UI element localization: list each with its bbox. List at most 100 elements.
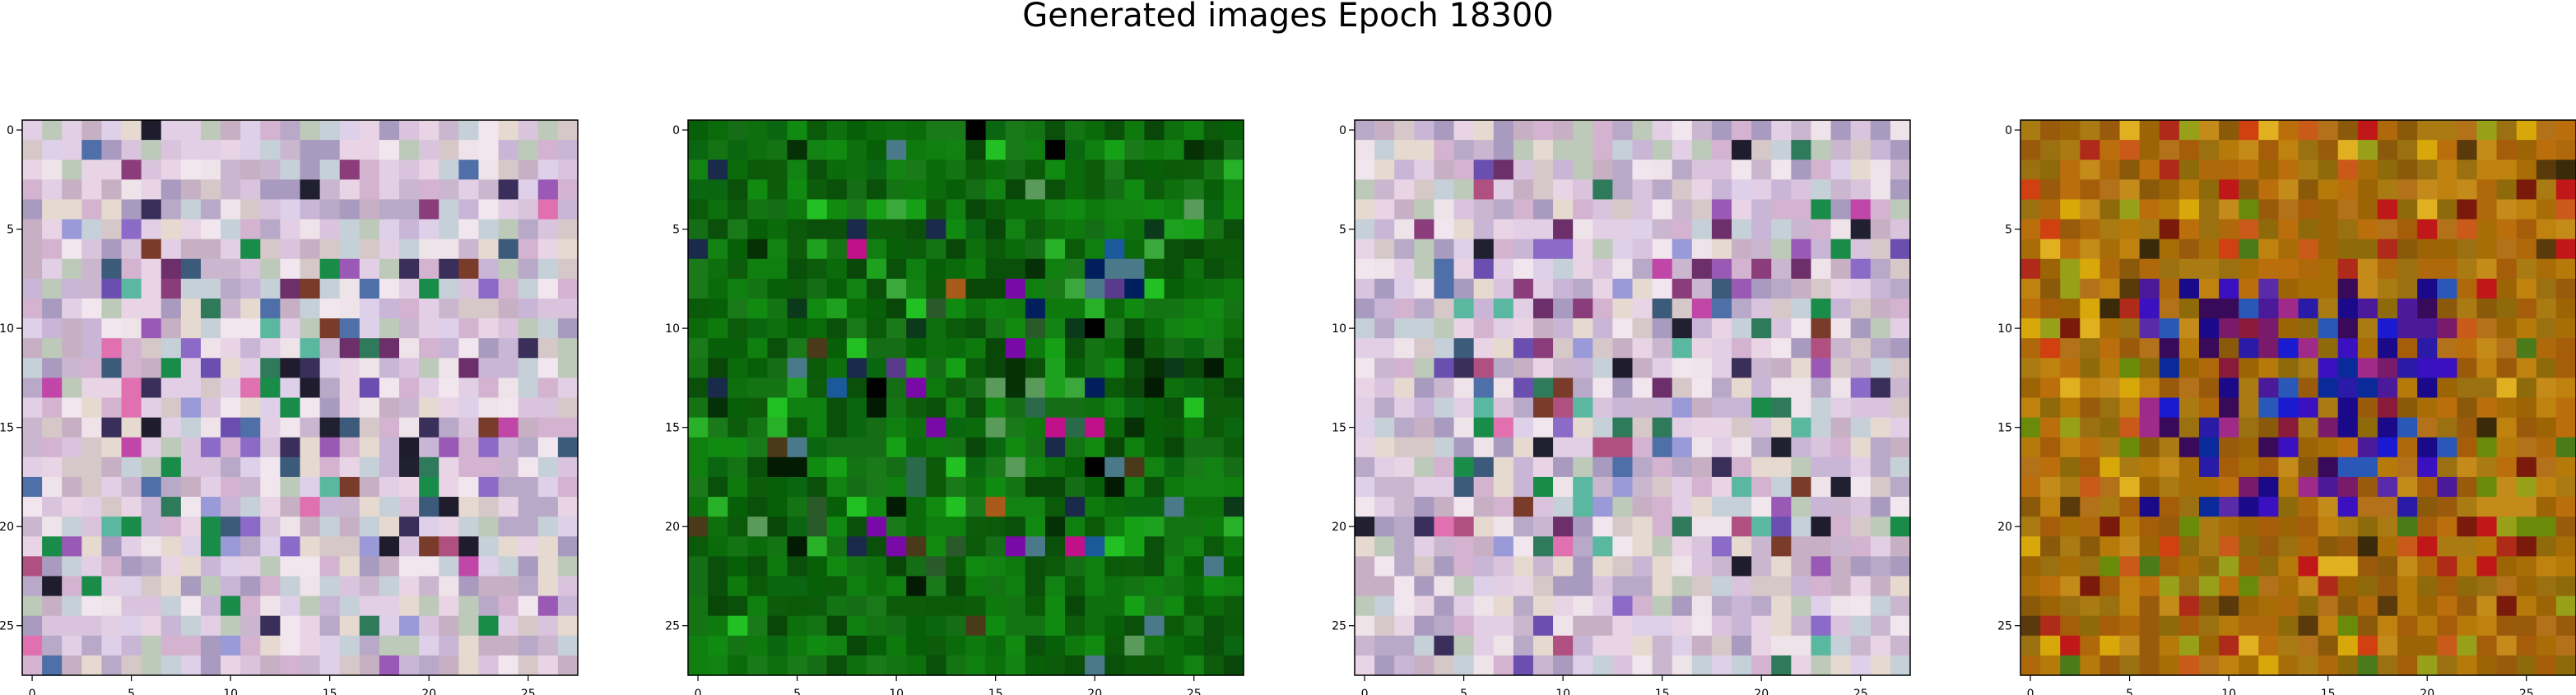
- pixel-cell: [439, 655, 459, 676]
- pixel-cell: [965, 655, 987, 676]
- pixel-cell: [1513, 635, 1534, 656]
- pixel-cell: [1044, 160, 1066, 180]
- pixel-cell: [1223, 655, 1244, 676]
- pixel-cell: [240, 397, 261, 419]
- pixel-cell: [221, 595, 241, 617]
- pixel-cell: [1374, 556, 1395, 577]
- pixel-cell: [1085, 298, 1105, 319]
- pixel-cell: [1065, 517, 1086, 537]
- pixel-cell: [1044, 278, 1066, 299]
- pixel-cell: [886, 655, 907, 676]
- pixel-cell: [1791, 199, 1812, 220]
- pixel-cell: [121, 278, 142, 299]
- pixel-cell: [121, 160, 142, 180]
- pixel-cell: [1691, 556, 1713, 577]
- pixel-cell: [42, 199, 63, 220]
- pixel-cell: [1164, 615, 1185, 637]
- pixel-cell: [2536, 456, 2557, 478]
- pixel-cell: [1374, 179, 1395, 201]
- pixel-cell: [2417, 278, 2438, 299]
- pixel-cell: [478, 497, 500, 517]
- pixel-cell: [866, 635, 887, 656]
- pixel-cell: [498, 615, 519, 637]
- pixel-cell: [787, 635, 808, 656]
- pixel-cell: [359, 258, 380, 280]
- pixel-cell: [478, 338, 500, 359]
- pixel-cell: [2119, 179, 2141, 201]
- pixel-cell: [866, 497, 887, 517]
- pixel-cell: [1850, 219, 1872, 240]
- pixel-cell: [439, 358, 459, 378]
- pixel-cell: [498, 199, 519, 220]
- pixel-cell: [2536, 239, 2557, 260]
- pixel-cell: [886, 278, 907, 299]
- pixel-cell: [221, 517, 241, 537]
- pixel-cell: [1830, 140, 1852, 160]
- pixel-cell: [1355, 517, 1375, 537]
- pixel-cell: [787, 338, 808, 359]
- pixel-cell: [518, 576, 539, 597]
- pixel-cell: [1691, 576, 1713, 597]
- pixel-cell: [1732, 160, 1752, 180]
- pixel-cell: [1652, 278, 1673, 299]
- pixel-cell: [359, 456, 380, 478]
- pixel-cell: [886, 239, 907, 260]
- pixel-cell: [141, 635, 162, 656]
- pixel-cell: [1870, 635, 1891, 656]
- pixel-cell: [419, 160, 439, 180]
- pixel-cell: [240, 219, 261, 240]
- pixel-cell: [1473, 576, 1495, 597]
- pixel-cell: [359, 338, 380, 359]
- pixel-cell: [1632, 635, 1653, 656]
- pixel-cell: [260, 437, 281, 458]
- pixel-cell: [708, 397, 728, 419]
- pixel-cell: [886, 437, 907, 458]
- pixel-cell: [2099, 140, 2121, 160]
- pixel-cell: [2159, 239, 2180, 260]
- pixel-cell: [1811, 140, 1832, 160]
- pixel-cell: [1890, 497, 1911, 517]
- pixel-cell: [2040, 318, 2061, 339]
- pixel-cell: [2357, 298, 2378, 319]
- pixel-cell: [1612, 397, 1634, 419]
- pixel-cell: [1374, 199, 1395, 220]
- pixel-cell: [160, 318, 182, 339]
- pixel-cell: [300, 199, 321, 220]
- pixel-cell: [280, 140, 301, 160]
- pixel-cell: [728, 160, 748, 180]
- pixel-cell: [1394, 437, 1415, 458]
- pixel-cell: [1005, 258, 1026, 280]
- x-tick-label: 5: [128, 688, 135, 695]
- pixel-cell: [2516, 576, 2537, 597]
- pixel-cell: [121, 615, 142, 637]
- pixel-cell: [1711, 239, 1732, 260]
- pixel-cell: [2516, 476, 2537, 498]
- pixel-cell: [826, 199, 848, 220]
- pixel-cell: [1044, 615, 1066, 637]
- pixel-cell: [1593, 497, 1613, 517]
- pixel-cell: [2496, 219, 2518, 240]
- pixel-cell: [2099, 239, 2121, 260]
- pixel-cell: [2457, 476, 2478, 498]
- pixel-cell: [1394, 655, 1415, 676]
- pixel-cell: [2337, 595, 2359, 617]
- pixel-cell: [846, 536, 867, 557]
- pixel-cell: [81, 456, 103, 478]
- pixel-cell: [1434, 239, 1455, 260]
- pixel-cell: [240, 437, 261, 458]
- pixel-cell: [537, 378, 559, 399]
- pixel-cell: [2457, 318, 2478, 339]
- pixel-cell: [2437, 456, 2457, 478]
- y-tick-label: 15: [1997, 422, 2012, 435]
- pixel-cell: [121, 179, 142, 201]
- pixel-cell: [807, 497, 828, 517]
- pixel-cell: [300, 358, 321, 378]
- pixel-cell: [2198, 635, 2220, 656]
- pixel-cell: [926, 576, 946, 597]
- pixel-cell: [101, 536, 123, 557]
- pixel-cell: [101, 278, 123, 299]
- pixel-cell: [2337, 120, 2359, 141]
- pixel-cell: [1850, 517, 1872, 537]
- pixel-cell: [886, 497, 907, 517]
- pixel-cell: [1065, 556, 1086, 577]
